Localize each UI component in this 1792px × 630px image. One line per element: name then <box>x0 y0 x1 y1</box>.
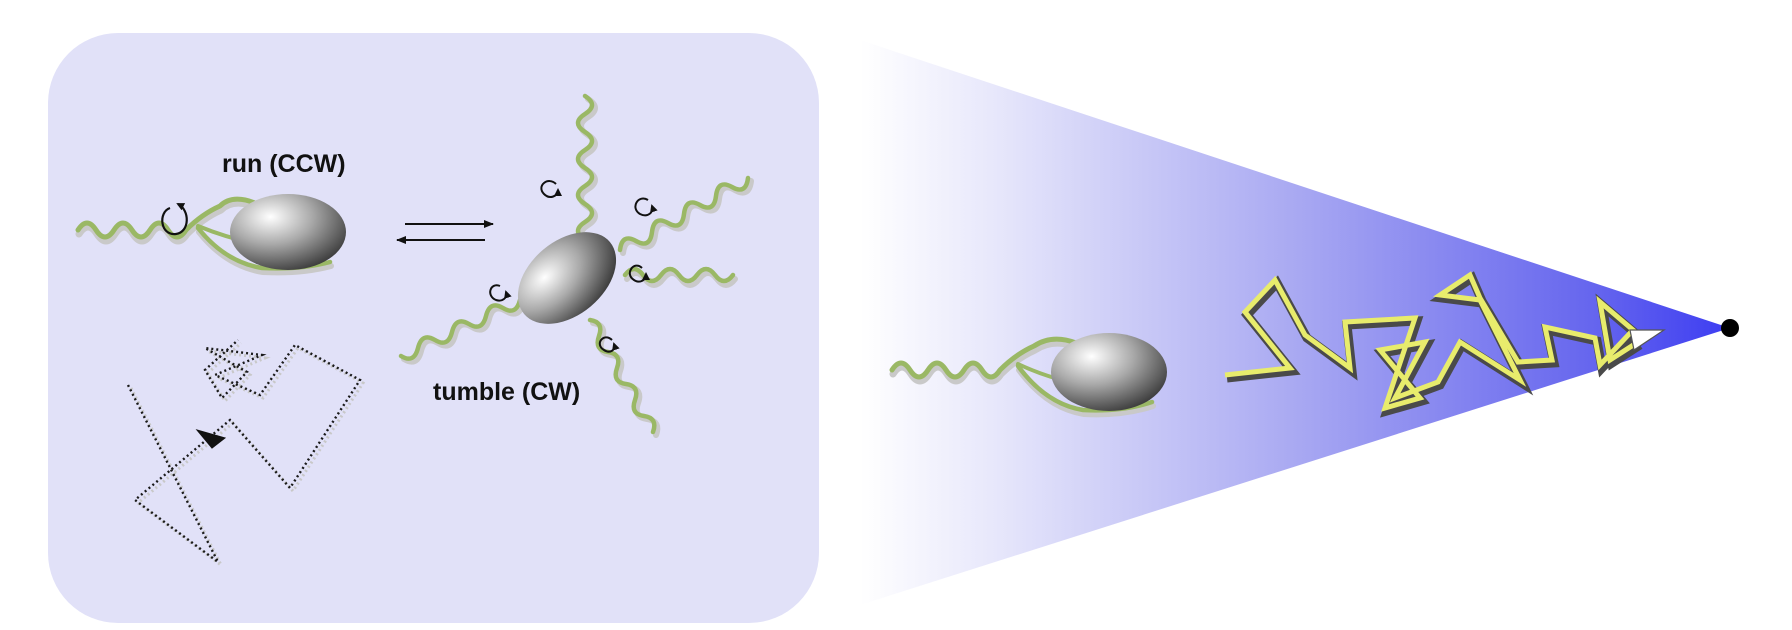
cell-body-icon <box>1051 333 1167 411</box>
cell-body-icon <box>230 194 346 270</box>
path-arrowhead-icon <box>1629 329 1666 351</box>
run-bacterium <box>75 194 346 276</box>
random-walk-trajectory <box>126 339 366 567</box>
attractant-source-dot <box>1721 319 1739 337</box>
rotation-arrow-icon <box>489 180 658 353</box>
cell-body-icon <box>517 232 617 324</box>
run-label: run (CCW) <box>222 150 346 178</box>
biased-walk-path <box>1224 271 1666 418</box>
tumble-bacterium <box>398 93 754 438</box>
swimming-bacterium <box>889 333 1167 418</box>
left-panel <box>48 33 819 623</box>
tumble-label: tumble (CW) <box>433 378 580 406</box>
rotation-arrow-icon <box>161 203 188 236</box>
equilibrium-arrows-icon <box>396 220 494 244</box>
trajectory-arrowhead-icon <box>195 429 227 449</box>
